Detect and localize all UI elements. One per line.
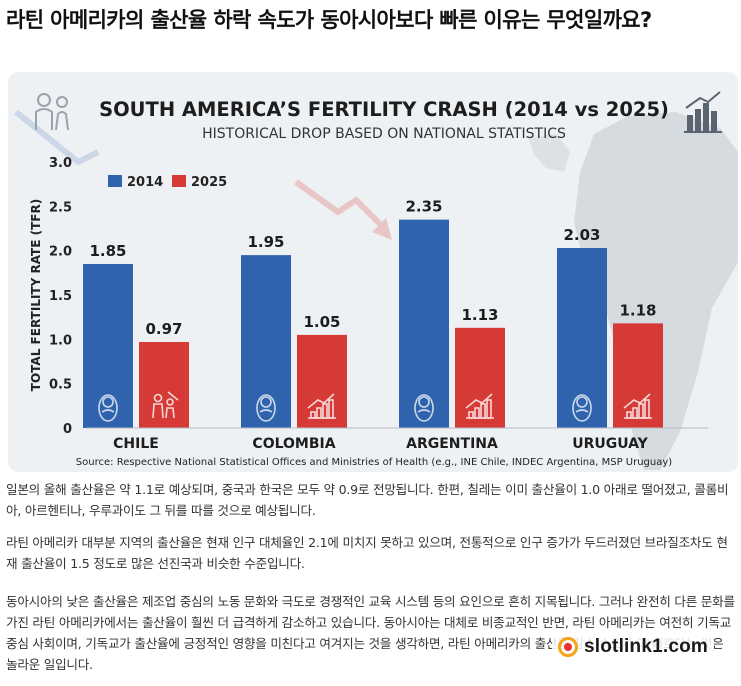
growth-chart-icon: [307, 393, 336, 419]
data-label: 2.35: [405, 198, 442, 216]
y-tick-label: 0: [63, 422, 72, 437]
x-tick-label: COLOMBIA: [252, 436, 335, 452]
baby-icon: [98, 394, 118, 422]
bar: [83, 263, 133, 428]
chart-subtitle: HISTORICAL DROP BASED ON NATIONAL STATIS…: [202, 126, 566, 142]
data-label: 1.18: [619, 301, 656, 319]
bar-group-chile-2014: 1.85: [83, 242, 133, 428]
bar: [399, 219, 449, 428]
bar: [241, 255, 291, 428]
article-paragraph: 동아시아의 낮은 출산율은 제조업 중심의 노동 문화와 극도로 경쟁적인 교육…: [6, 594, 735, 672]
legend-label: 2025: [191, 175, 227, 190]
bar-group-uruguay-2014: 2.03: [557, 226, 607, 428]
y-tick-label: 2.5: [49, 200, 72, 215]
legend: 2014 2025: [108, 175, 227, 190]
data-label: 1.85: [89, 242, 126, 260]
chart-figure: SOUTH AMERICA’S FERTILITY CRASH (2014 vs…: [8, 72, 738, 472]
baby-icon: [414, 394, 434, 422]
bar-group-uruguay-2025: 1.18: [613, 301, 663, 428]
x-tick-label: URUGUAY: [572, 436, 648, 452]
site-watermark: slotlink1.com: [552, 634, 715, 660]
south-america-map-decoration: [574, 112, 738, 470]
bar: [557, 248, 607, 428]
bar-group-argentina-2025: 1.13: [455, 306, 505, 428]
people-icon: [35, 93, 69, 131]
growth-chart-icon: [465, 393, 494, 419]
bar-group-colombia-2025: 1.05: [297, 313, 347, 428]
y-tick-label: 1.0: [49, 333, 72, 348]
article-paragraph: 라틴 아메리카 대부분 지역의 출산율은 현재 인구 대체율인 2.1에 미치지…: [6, 535, 728, 571]
x-tick-label: ARGENTINA: [406, 436, 498, 452]
data-label: 2.03: [563, 226, 600, 244]
article-title: 라틴 아메리카의 출산율 하락 속도가 동아시아보다 빠른 이유는 무엇일까요?: [6, 8, 652, 32]
legend-label: 2014: [127, 175, 163, 190]
data-label: 1.95: [247, 233, 284, 251]
bar: [613, 323, 663, 428]
data-label: 1.13: [461, 306, 498, 324]
y-axis: 0 0.5 1.0 1.5 2.0 2.5 3.0: [49, 156, 72, 437]
growth-chart-icon: [623, 393, 652, 419]
watermark-text: slotlink1.com: [584, 636, 709, 657]
x-tick-label: CHILE: [113, 436, 159, 452]
family-icon: [152, 391, 179, 419]
y-axis-label: TOTAL FERTILITY RATE (TFR): [29, 199, 43, 391]
bar-group-chile-2025: 0.97: [139, 320, 189, 428]
legend-swatch: [108, 175, 122, 187]
y-tick-label: 3.0: [49, 156, 72, 171]
data-label: 0.97: [145, 320, 182, 338]
bar-group-argentina-2014: 2.35: [399, 198, 449, 428]
y-tick-label: 0.5: [49, 378, 72, 393]
legend-swatch: [172, 175, 186, 187]
growth-chart-icon: [684, 91, 722, 133]
bar: [297, 334, 347, 428]
article-paragraph: 일본의 올해 출산율은 약 1.1로 예상되며, 중국과 한국은 모두 약 0.…: [6, 482, 729, 518]
chart-title: SOUTH AMERICA’S FERTILITY CRASH (2014 vs…: [99, 98, 669, 121]
down-arrow-icon: [294, 179, 392, 240]
y-tick-label: 2.0: [49, 245, 72, 260]
central-america-map-decoration: [528, 134, 570, 172]
bar: [139, 341, 189, 428]
source-note: Source: Respective National Statistical …: [76, 457, 672, 468]
bar: [455, 327, 505, 428]
fertility-bar-chart: SOUTH AMERICA’S FERTILITY CRASH (2014 vs…: [14, 91, 738, 470]
bar-group-colombia-2014: 1.95: [241, 233, 291, 428]
bars-group: 1.85 0.97 CHILE 1.95 1.05 COLOMBIA 2.35 1.13 ARG…: [83, 198, 708, 452]
site-logo-icon: [558, 637, 578, 657]
baby-icon: [572, 394, 592, 422]
baby-icon: [256, 394, 276, 422]
y-tick-label: 1.5: [49, 289, 72, 304]
data-label: 1.05: [303, 313, 340, 331]
